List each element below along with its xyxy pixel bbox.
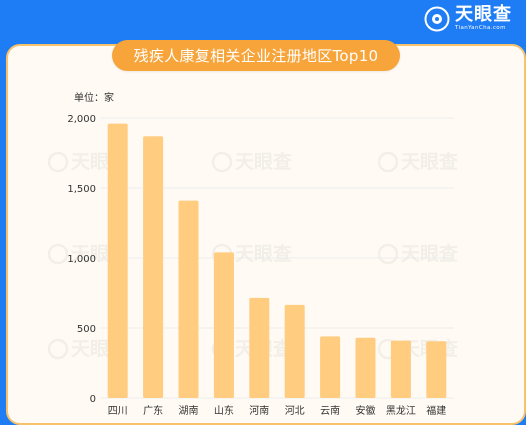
watermark-logo-icon <box>377 243 399 265</box>
y-tick-label: 1,500 <box>67 184 96 195</box>
y-axis-ticks: 0 500 1,000 1,500 2,000 <box>67 114 96 405</box>
x-tick-label: 云南 <box>320 404 340 417</box>
bar-福建 <box>426 341 447 398</box>
watermark-logo-icon <box>47 338 69 360</box>
y-tick-label: 500 <box>77 324 96 335</box>
brand-name: 天眼查 <box>455 4 512 26</box>
bar-四川 <box>107 123 128 398</box>
watermark-logo-icon <box>47 151 69 173</box>
watermark-text: 天眼查 <box>235 150 293 173</box>
bar-山东 <box>213 252 234 398</box>
x-tick-label: 河南 <box>249 404 269 417</box>
brand-url: TianYanCha.com <box>455 25 506 32</box>
watermark-logo-icon <box>377 151 399 173</box>
bar-河北 <box>284 304 305 398</box>
y-tick-label: 1,000 <box>67 254 96 265</box>
bar-湖南 <box>178 200 199 398</box>
watermark-text: 天眼查 <box>235 242 293 265</box>
unit-label: 单位：家 <box>74 91 114 104</box>
bar-河南 <box>249 297 270 398</box>
watermark-logo-icon <box>47 243 69 265</box>
x-tick-label: 安徽 <box>356 404 376 417</box>
bar-云南 <box>320 336 341 398</box>
watermark-text: 天眼查 <box>401 242 459 265</box>
header-bar: 天眼查 TianYanCha.com <box>0 0 526 40</box>
chart-title: 残疾人康复相关企业注册地区Top10 <box>112 40 400 71</box>
x-tick-label: 广东 <box>143 404 163 417</box>
x-tick-label: 黑龙江 <box>386 404 416 417</box>
watermark: 天眼查 <box>211 150 293 173</box>
y-tick-label: 0 <box>90 394 96 405</box>
bar-广东 <box>143 136 164 398</box>
x-tick-label: 福建 <box>426 404 446 417</box>
x-tick-label: 四川 <box>108 406 128 417</box>
watermark-logo-icon <box>211 151 233 173</box>
brand-logo: 天眼查 TianYanCha.com <box>424 4 512 34</box>
x-tick-label: 山东 <box>214 404 234 417</box>
tianyancha-logo-icon <box>424 6 450 32</box>
watermark: 天眼查 <box>377 150 459 173</box>
x-tick-label: 湖南 <box>179 404 199 417</box>
watermark: 天眼查 <box>377 242 459 265</box>
x-axis-ticks: 四川 广东 湖南 山东 河南 河北 云南 安徽 黑龙江 福建 <box>108 404 447 417</box>
bars <box>107 123 447 398</box>
watermark-text: 天眼查 <box>401 150 459 173</box>
y-tick-label: 2,000 <box>67 114 96 125</box>
bar-黑龙江 <box>390 340 411 398</box>
bar-安徽 <box>355 337 376 398</box>
x-tick-label: 河北 <box>285 405 305 417</box>
